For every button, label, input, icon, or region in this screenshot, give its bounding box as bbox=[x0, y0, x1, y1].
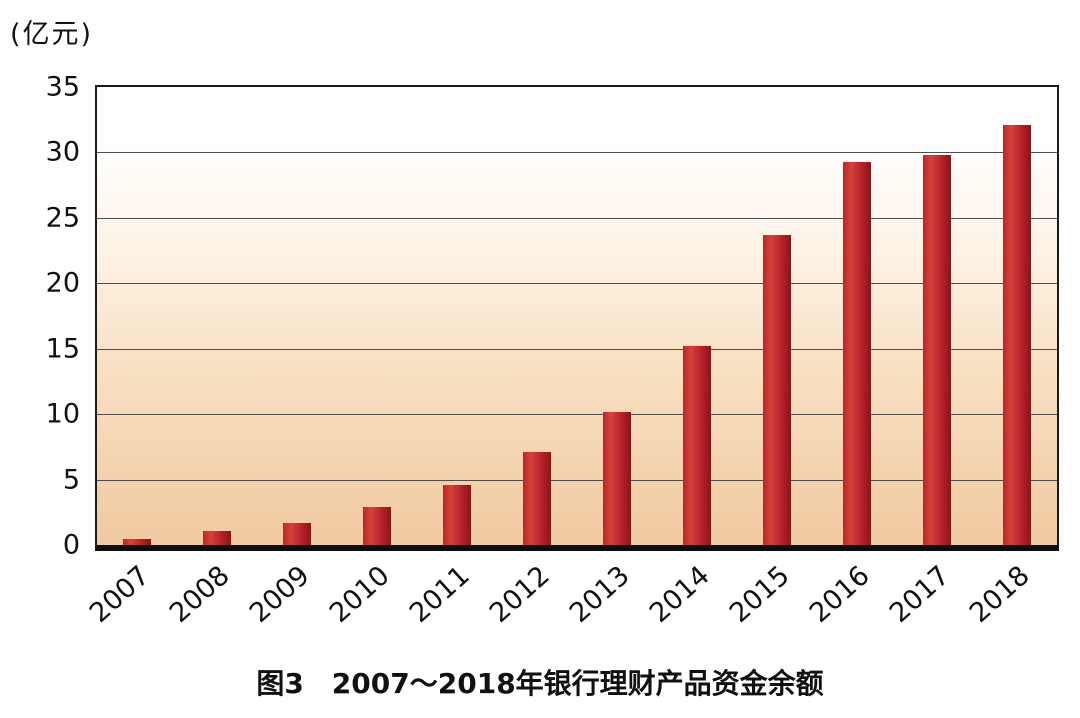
bar-2011 bbox=[443, 484, 471, 545]
gridline bbox=[97, 217, 1057, 219]
y-tick-label: 30 bbox=[45, 136, 80, 168]
bar-2012 bbox=[523, 452, 551, 545]
y-tick-label: 15 bbox=[45, 333, 80, 365]
bar-2010 bbox=[363, 507, 391, 545]
gridline bbox=[97, 152, 1057, 154]
chart-title: 图3 2007～2018年银行理财产品资金余额 bbox=[256, 667, 824, 700]
plot-area bbox=[95, 85, 1059, 551]
gridline bbox=[97, 414, 1057, 416]
y-tick-label: 0 bbox=[62, 529, 80, 561]
gridline bbox=[97, 479, 1057, 481]
gridline bbox=[97, 283, 1057, 285]
y-tick-label: 5 bbox=[62, 464, 80, 496]
y-tick-label: 25 bbox=[45, 202, 80, 234]
bar-2007 bbox=[123, 538, 151, 545]
bar-2017 bbox=[923, 155, 951, 545]
gridline bbox=[97, 348, 1057, 350]
bar-2013 bbox=[603, 411, 631, 545]
bar-2016 bbox=[843, 161, 871, 545]
y-tick-label: 20 bbox=[45, 267, 80, 299]
bar-2008 bbox=[203, 530, 231, 545]
bar-2015 bbox=[763, 234, 791, 545]
bar-2009 bbox=[283, 522, 311, 545]
y-tick-label: 10 bbox=[45, 398, 80, 430]
bar-2014 bbox=[683, 346, 711, 545]
bar-2018 bbox=[1003, 124, 1031, 545]
y-tick-label: 35 bbox=[45, 71, 80, 103]
y-axis-unit-label: (亿元) bbox=[10, 19, 94, 50]
